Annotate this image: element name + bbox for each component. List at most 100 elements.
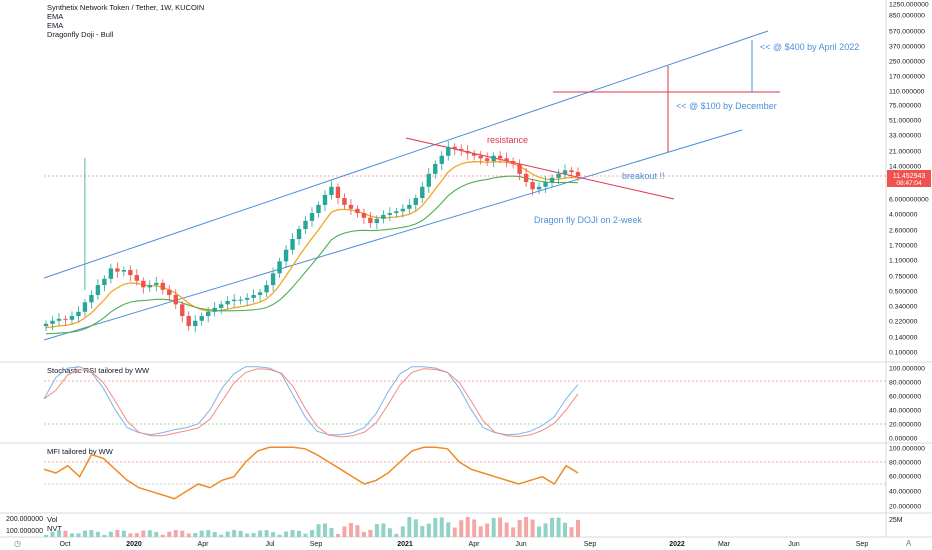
candle[interactable]: [335, 183, 341, 205]
channel-lower-line[interactable]: [43, 129, 743, 341]
candle[interactable]: [543, 176, 548, 193]
candle[interactable]: [205, 307, 211, 323]
candle[interactable]: [63, 315, 68, 327]
volume-bars[interactable]: [44, 517, 580, 537]
mfi-tick-label: 60.000000: [889, 474, 921, 481]
candle[interactable]: [199, 312, 204, 326]
ema-fast-line[interactable]: [45, 161, 579, 329]
candle[interactable]: [420, 182, 425, 203]
candle[interactable]: [530, 178, 535, 196]
candle[interactable]: [147, 280, 153, 293]
time-axis[interactable]: Oct 2020 Apr Jul Sep 2021 Apr Jun Sep 2022 Mar Jun S…: [60, 541, 869, 548]
candle[interactable]: [368, 211, 373, 228]
candle[interactable]: [134, 269, 140, 286]
candle[interactable]: [569, 166, 574, 179]
stoch-panel-title: Stochastic RSI tailored by WW: [47, 366, 150, 375]
candle[interactable]: [471, 149, 477, 161]
candle[interactable]: [167, 285, 172, 302]
volume-bar: [206, 530, 211, 537]
candle[interactable]: [115, 262, 120, 278]
candle[interactable]: [50, 316, 55, 331]
candle[interactable]: [225, 296, 230, 310]
candle[interactable]: [536, 182, 542, 195]
candle[interactable]: [154, 277, 159, 292]
candle[interactable]: [446, 140, 451, 161]
candle[interactable]: [76, 305, 81, 323]
candle[interactable]: [510, 157, 516, 169]
candle[interactable]: [381, 210, 386, 224]
candle[interactable]: [556, 169, 561, 185]
candle[interactable]: [128, 265, 133, 282]
candle[interactable]: [180, 300, 185, 323]
candle[interactable]: [523, 168, 529, 187]
candle[interactable]: [348, 199, 354, 216]
candle[interactable]: [433, 160, 438, 179]
candle[interactable]: [478, 151, 483, 165]
resistance-line[interactable]: [405, 137, 675, 200]
candle[interactable]: [355, 205, 360, 218]
candle[interactable]: [108, 263, 114, 284]
candle[interactable]: [374, 215, 380, 230]
candle[interactable]: [491, 152, 496, 168]
candle[interactable]: [244, 293, 250, 306]
candle[interactable]: [452, 143, 457, 156]
candle[interactable]: [400, 204, 406, 218]
candle[interactable]: [264, 280, 269, 298]
candle[interactable]: [43, 320, 49, 331]
candle[interactable]: [575, 167, 581, 181]
candle[interactable]: [251, 289, 256, 303]
candle[interactable]: [387, 207, 393, 222]
candle[interactable]: [303, 216, 308, 234]
candle[interactable]: [439, 151, 444, 171]
candle[interactable]: [121, 266, 127, 277]
candle[interactable]: [82, 298, 88, 317]
candle[interactable]: [316, 201, 321, 218]
candle[interactable]: [95, 279, 101, 300]
candle[interactable]: [484, 152, 490, 166]
candle[interactable]: [322, 190, 328, 212]
ema-slow-line[interactable]: [45, 175, 579, 335]
candle[interactable]: [270, 267, 276, 292]
candles-group[interactable]: [43, 140, 581, 333]
candle[interactable]: [497, 151, 503, 164]
candle[interactable]: [231, 293, 237, 308]
candle[interactable]: [283, 245, 289, 268]
candle[interactable]: [329, 180, 334, 200]
stoch-k-line[interactable]: [43, 366, 579, 436]
candle[interactable]: [296, 225, 302, 246]
channel-upper-line[interactable]: [43, 30, 769, 279]
price-axis[interactable]: 1250.000000 850.000000 570.000000 370.00000…: [889, 2, 929, 357]
candle[interactable]: [459, 144, 464, 156]
mfi-line[interactable]: [43, 446, 579, 500]
candle[interactable]: [89, 290, 94, 309]
candle[interactable]: [277, 257, 282, 279]
candle[interactable]: [465, 145, 470, 160]
candle[interactable]: [394, 207, 399, 218]
auto-scale-icon[interactable]: A: [906, 539, 912, 548]
candle[interactable]: [342, 193, 347, 210]
candle[interactable]: [141, 277, 146, 294]
candle[interactable]: [56, 312, 62, 326]
candle[interactable]: [504, 152, 509, 168]
stoch-d-line[interactable]: [43, 368, 579, 438]
candle[interactable]: [426, 168, 431, 193]
candle[interactable]: [407, 199, 412, 214]
candle[interactable]: [212, 302, 217, 317]
candle[interactable]: [173, 289, 178, 310]
candle[interactable]: [290, 233, 295, 255]
candle[interactable]: [517, 159, 522, 181]
candle[interactable]: [102, 275, 107, 292]
candle[interactable]: [238, 296, 243, 305]
timezone-icon[interactable]: ◷: [14, 539, 21, 548]
candle[interactable]: [160, 279, 165, 295]
candle[interactable]: [361, 208, 367, 225]
candle[interactable]: [257, 288, 263, 302]
candle[interactable]: [186, 311, 191, 331]
candle[interactable]: [549, 174, 555, 187]
candle[interactable]: [309, 207, 315, 228]
candle[interactable]: [413, 194, 419, 212]
candle[interactable]: [218, 300, 224, 315]
candle[interactable]: [193, 314, 198, 333]
candle[interactable]: [69, 311, 75, 325]
